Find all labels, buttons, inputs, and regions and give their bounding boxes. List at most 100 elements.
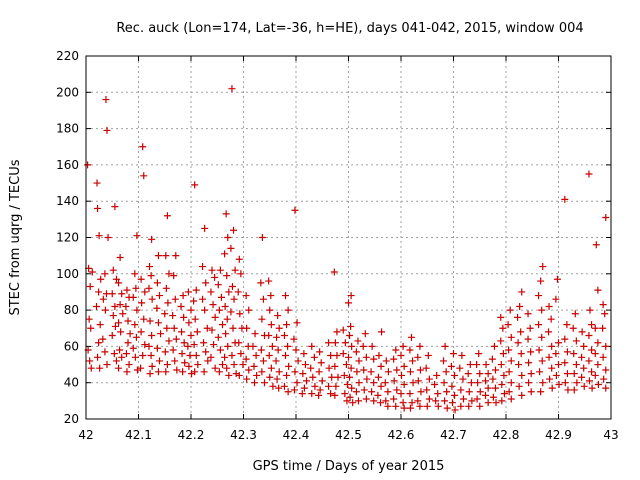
data-point xyxy=(498,381,506,389)
data-point xyxy=(499,324,507,332)
data-point xyxy=(347,322,355,330)
data-point xyxy=(333,351,341,359)
data-point xyxy=(334,373,342,381)
data-point xyxy=(588,321,596,329)
data-point xyxy=(524,310,532,318)
data-point xyxy=(303,377,310,385)
data-point xyxy=(424,351,432,359)
data-point xyxy=(301,361,309,369)
data-point xyxy=(423,386,431,394)
data-point xyxy=(368,388,376,396)
data-point xyxy=(283,371,291,379)
data-point xyxy=(465,388,473,396)
data-point xyxy=(441,397,449,405)
data-point xyxy=(393,366,401,374)
data-point xyxy=(370,379,378,387)
data-point xyxy=(191,181,199,189)
data-point xyxy=(123,368,131,376)
y-tick-label: 20 xyxy=(64,412,79,426)
data-point xyxy=(400,381,408,389)
y-tick-label: 120 xyxy=(56,231,79,245)
data-point xyxy=(156,292,163,300)
data-point xyxy=(124,317,132,325)
data-point xyxy=(146,317,154,325)
data-point xyxy=(299,370,307,378)
data-point xyxy=(266,373,274,381)
data-point xyxy=(187,332,195,340)
data-point xyxy=(489,375,497,383)
data-point xyxy=(227,308,235,316)
data-point xyxy=(377,382,385,390)
data-point xyxy=(316,348,324,356)
data-point xyxy=(390,377,398,385)
data-point xyxy=(359,342,367,350)
data-point xyxy=(539,263,547,271)
data-point xyxy=(602,384,610,392)
data-point xyxy=(414,353,422,361)
data-point xyxy=(265,277,273,285)
data-point xyxy=(497,361,505,369)
data-point xyxy=(308,342,316,350)
data-point xyxy=(339,326,347,334)
data-point xyxy=(309,373,317,381)
data-point xyxy=(548,342,556,350)
data-point xyxy=(315,368,323,376)
data-point xyxy=(245,306,253,314)
data-point xyxy=(345,299,352,307)
data-point xyxy=(362,395,370,403)
data-point xyxy=(283,321,291,329)
data-point xyxy=(414,397,422,405)
data-point xyxy=(398,371,406,379)
data-point xyxy=(99,295,107,303)
data-point xyxy=(517,328,525,336)
data-point xyxy=(221,250,229,258)
data-point xyxy=(507,395,515,403)
data-point xyxy=(518,371,526,379)
y-tick-label: 140 xyxy=(56,194,79,208)
data-point xyxy=(538,357,546,365)
data-point xyxy=(202,279,210,287)
data-point xyxy=(87,364,95,372)
data-point xyxy=(236,310,244,318)
data-point xyxy=(602,214,610,222)
data-point xyxy=(327,351,335,359)
data-point xyxy=(585,332,593,340)
data-point xyxy=(122,350,130,358)
data-point xyxy=(125,361,133,369)
data-point xyxy=(354,397,362,405)
data-point xyxy=(148,295,156,303)
data-point xyxy=(422,364,430,372)
data-point xyxy=(602,342,610,350)
data-point xyxy=(330,268,338,276)
data-point xyxy=(325,364,333,372)
data-point xyxy=(188,370,196,378)
data-point xyxy=(211,273,219,281)
data-point xyxy=(199,295,207,303)
data-point xyxy=(228,85,236,93)
x-tick-label: 42.1 xyxy=(125,428,152,442)
data-point xyxy=(215,368,223,376)
data-point xyxy=(548,384,556,392)
data-point xyxy=(97,275,105,283)
data-point xyxy=(284,388,292,396)
data-point xyxy=(451,371,459,379)
data-point xyxy=(85,315,93,323)
data-point xyxy=(204,357,212,365)
data-point xyxy=(474,379,482,387)
data-point xyxy=(355,379,363,387)
data-point xyxy=(592,241,600,249)
data-point xyxy=(86,283,94,291)
data-point xyxy=(96,321,104,329)
data-point xyxy=(548,364,556,372)
data-point xyxy=(227,244,235,252)
data-point xyxy=(153,304,161,312)
data-point xyxy=(211,313,219,321)
data-point xyxy=(406,404,414,412)
data-point xyxy=(300,384,308,392)
data-point xyxy=(473,395,481,403)
data-point xyxy=(200,339,208,347)
data-point xyxy=(214,333,222,341)
data-point xyxy=(185,362,193,370)
data-point xyxy=(447,362,455,370)
data-point xyxy=(219,321,226,329)
